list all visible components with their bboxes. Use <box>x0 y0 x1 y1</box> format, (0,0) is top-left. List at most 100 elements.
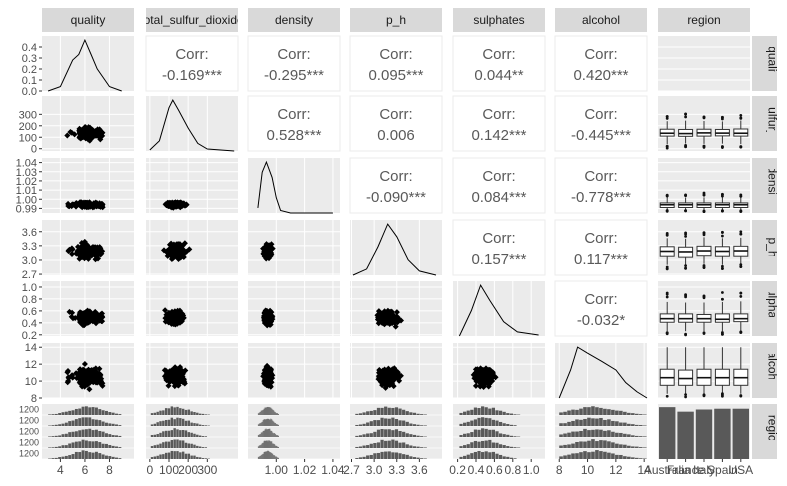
histogram-bar <box>627 456 631 459</box>
scatter-point <box>478 379 485 386</box>
histogram-bar <box>409 412 413 415</box>
histogram-bar <box>118 447 122 448</box>
histogram-bar <box>402 454 406 459</box>
outlier-point <box>739 265 743 269</box>
column-strip-label: sulphates <box>473 13 524 27</box>
scatter-point <box>180 312 187 319</box>
histogram-bar <box>198 446 202 448</box>
scatter-point <box>267 310 274 317</box>
histogram-bar <box>599 407 603 415</box>
strip-background <box>248 8 340 32</box>
histogram-bar <box>412 434 417 437</box>
histogram-bar <box>398 453 402 459</box>
corr-panel-background <box>452 95 546 152</box>
histogram-bar <box>491 419 496 426</box>
histogram-bar <box>270 452 272 459</box>
outlier-point <box>684 295 687 299</box>
histogram-bar <box>274 411 276 415</box>
histogram-bar <box>258 445 260 448</box>
histogram-bar <box>488 418 492 426</box>
histogram-bar <box>595 441 599 448</box>
histogram-bar <box>611 431 615 437</box>
histogram-bar <box>269 407 271 415</box>
histogram-bar <box>51 436 55 437</box>
box <box>733 313 749 323</box>
corr-label: Corr: <box>584 46 617 63</box>
strip-background <box>658 8 750 32</box>
histogram-bar <box>627 445 631 448</box>
histogram-bar <box>204 458 208 459</box>
histogram-bar <box>470 442 474 448</box>
histogram-bar <box>259 423 261 426</box>
histogram-bar <box>369 454 373 459</box>
histogram-bar <box>91 419 95 426</box>
histogram-bar <box>262 420 264 426</box>
histogram-bar <box>509 457 513 459</box>
outlier-point <box>665 295 669 299</box>
histogram-bar <box>384 429 388 437</box>
histogram-bar <box>481 440 485 448</box>
histogram-bar <box>273 433 275 437</box>
scatter-point <box>389 366 396 373</box>
y-tick-label: 14 <box>25 342 37 354</box>
scatter-point <box>180 377 187 383</box>
column-strip-quality: quality <box>42 8 134 32</box>
scatter-point <box>165 319 172 326</box>
histogram-bar <box>271 441 273 448</box>
histogram-bar <box>267 429 269 437</box>
corr-label: Corr: <box>584 106 617 123</box>
scatter-point <box>177 367 184 373</box>
histogram-bar <box>262 409 264 415</box>
histogram-bar <box>502 434 506 437</box>
outlier-point <box>721 264 724 268</box>
histogram-bar <box>150 446 154 448</box>
scatter-alcohol-vs-density <box>260 362 276 390</box>
scatter-point <box>93 379 99 386</box>
histogram-bar <box>575 441 579 448</box>
histogram-bar <box>167 419 171 426</box>
histogram-bar <box>153 456 157 459</box>
histogram-bar <box>607 409 611 415</box>
histogram-bar <box>571 409 575 415</box>
histogram-bar <box>94 429 98 437</box>
histogram-bar <box>619 454 623 459</box>
bar-Australia <box>659 407 676 459</box>
histogram-bar <box>111 412 115 415</box>
scatter-point <box>392 315 399 322</box>
histogram-bar <box>591 439 595 448</box>
panel-background <box>42 96 134 151</box>
panel-background <box>146 281 238 336</box>
histogram-bar <box>366 455 370 459</box>
histogram-bar <box>268 451 270 459</box>
histogram-bar <box>71 442 75 448</box>
histogram-bar <box>184 430 188 437</box>
histogram-bar <box>420 425 424 426</box>
histogram-bar <box>91 430 95 437</box>
corr-panel-background <box>349 157 443 214</box>
y-tick-label: 0.6 <box>22 306 37 318</box>
histogram-bar <box>373 410 377 415</box>
histogram-bar <box>603 408 607 415</box>
histogram-bar <box>587 452 591 459</box>
corr-label: Corr: <box>379 46 412 63</box>
histogram-bar <box>260 444 262 448</box>
histogram-bar <box>275 456 277 459</box>
histogram-bar <box>201 436 205 437</box>
histogram-bar <box>58 413 62 415</box>
histogram-bar <box>184 420 188 426</box>
histogram-bar <box>387 418 391 426</box>
histogram-bar <box>481 452 485 459</box>
histogram-bar <box>387 440 391 448</box>
histogram-bar <box>88 417 92 426</box>
outlier-point <box>721 291 724 294</box>
histogram-bar <box>412 412 417 415</box>
histogram-bar <box>623 433 627 437</box>
scatter-point <box>485 383 492 390</box>
row-strip-label: sulphates <box>766 283 780 334</box>
histogram-bar <box>265 419 267 426</box>
histogram-bar <box>267 450 269 459</box>
histogram-bar <box>150 435 154 437</box>
histogram-bar <box>61 423 65 426</box>
histogram-bar <box>362 412 366 415</box>
histogram-bar <box>275 412 277 415</box>
